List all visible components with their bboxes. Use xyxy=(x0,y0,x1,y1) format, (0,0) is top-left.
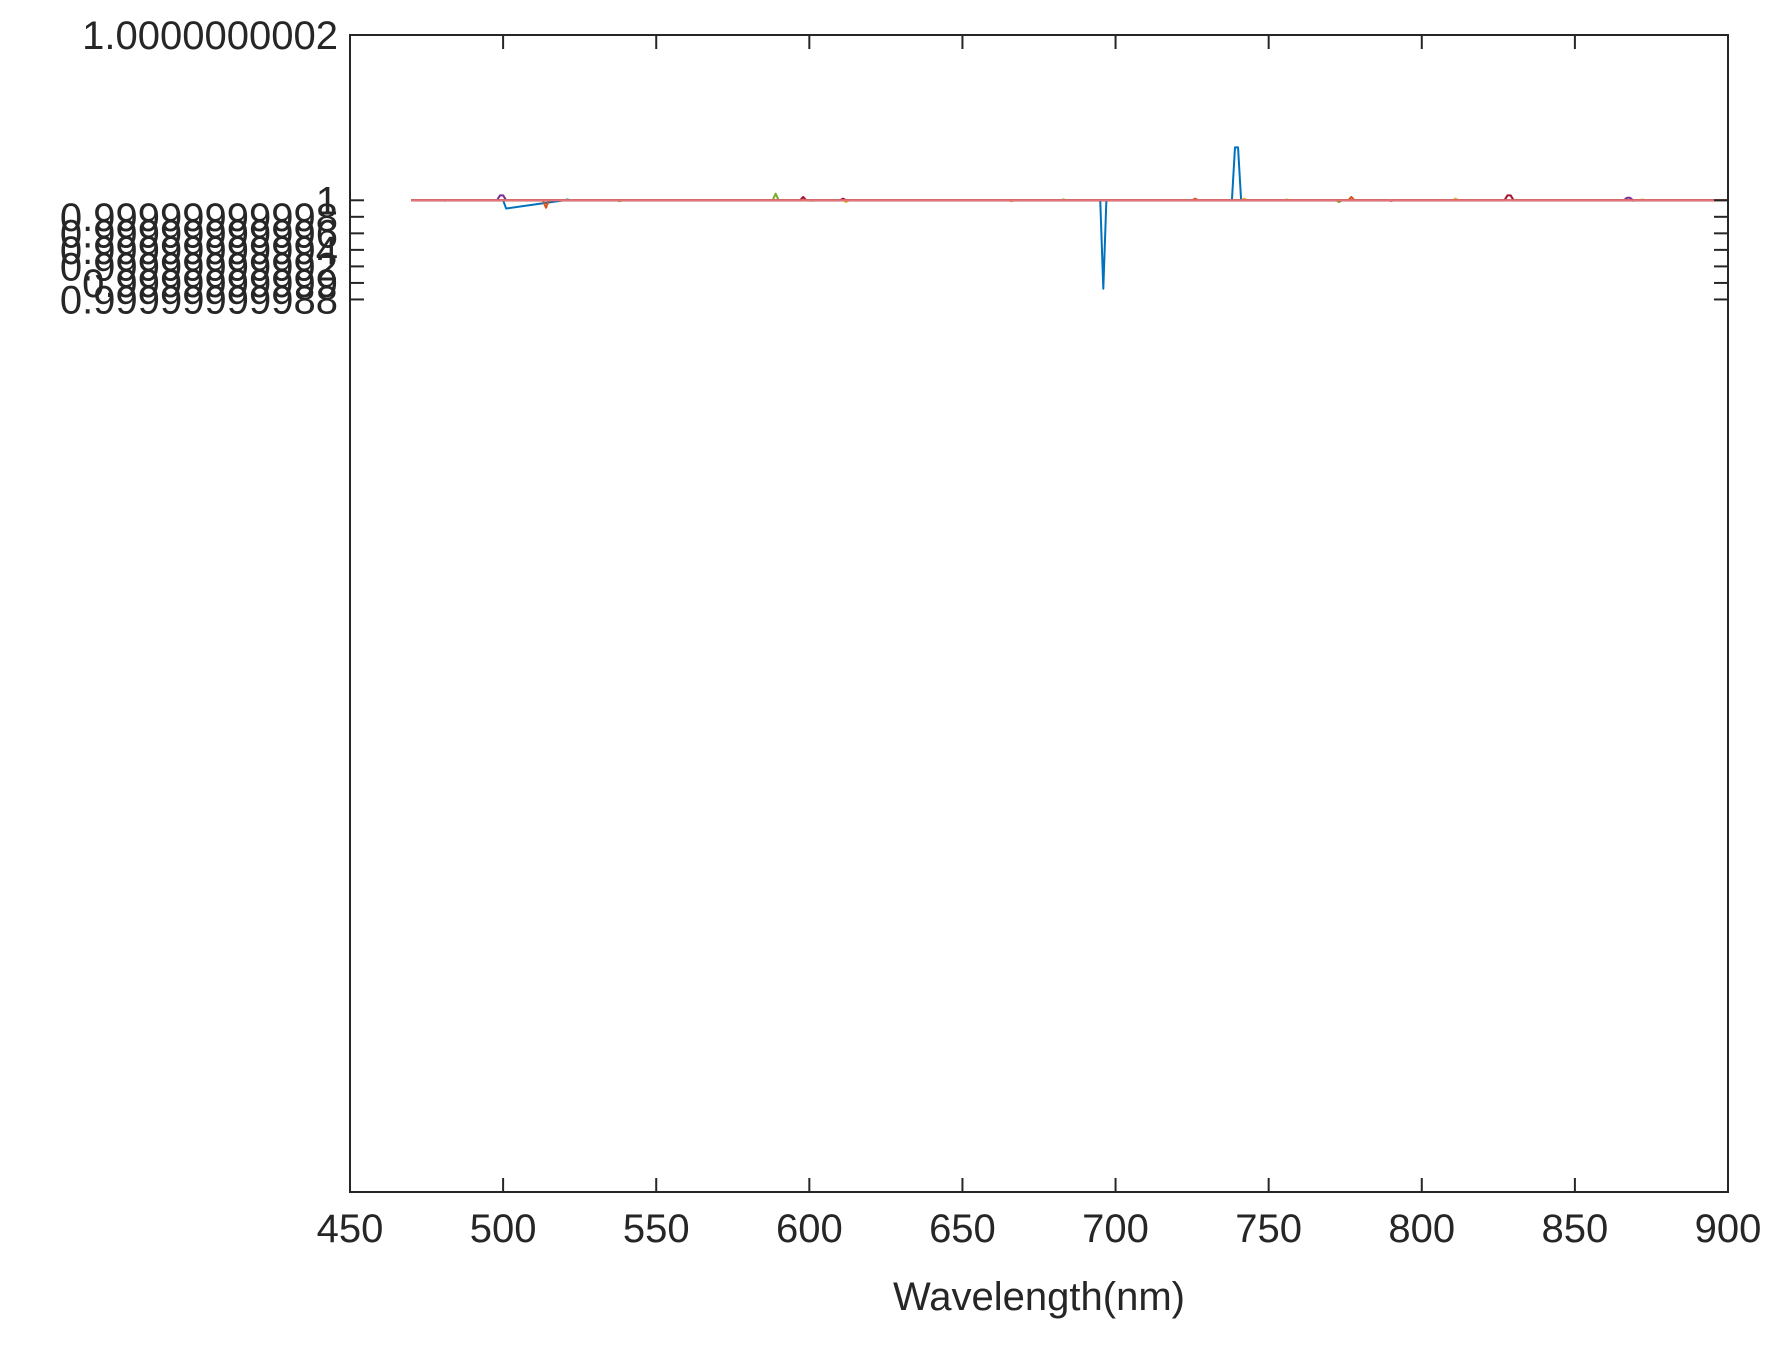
y-tick-label: 0.99999999988 xyxy=(60,278,338,322)
x-tick-label: 600 xyxy=(776,1207,843,1251)
x-tick-label: 750 xyxy=(1235,1207,1302,1251)
y-tick-label: 0.99999999992 xyxy=(60,245,338,289)
y-tick-label: 1 xyxy=(316,179,338,223)
series-line-2 xyxy=(411,195,1728,209)
series-layer xyxy=(411,146,1728,290)
y-tick-label: 0.99999999996 xyxy=(60,212,338,256)
y-tick-label: 0.99999999994 xyxy=(60,229,338,273)
series-line-1 xyxy=(411,146,1728,290)
y-tick-label: 0.9999999999 xyxy=(82,262,338,306)
x-axis-title: Wavelength(nm) xyxy=(893,1275,1185,1319)
x-tick-label: 900 xyxy=(1695,1207,1762,1251)
x-tick-label: 700 xyxy=(1082,1207,1149,1251)
x-tick-label: 650 xyxy=(929,1207,996,1251)
y-axis: 1.000000000210.999999999980.999999999960… xyxy=(60,14,1728,322)
y-tick-label: 0.99999999998 xyxy=(60,196,338,240)
plot-area xyxy=(350,35,1728,1192)
x-tick-label: 450 xyxy=(317,1207,384,1251)
plot-background xyxy=(350,35,1728,1192)
axes-frame xyxy=(349,34,1729,1193)
x-tick-label: 850 xyxy=(1542,1207,1609,1251)
x-axis: 450 500 550 600 650 700 750 800 850 900 xyxy=(317,35,1762,1251)
x-tick-label: 500 xyxy=(470,1207,537,1251)
x-tick-label: 800 xyxy=(1388,1207,1455,1251)
x-tick-label: 550 xyxy=(623,1207,690,1251)
y-tick-label: 1.0000000002 xyxy=(82,14,338,58)
axes-box xyxy=(349,34,1729,1193)
